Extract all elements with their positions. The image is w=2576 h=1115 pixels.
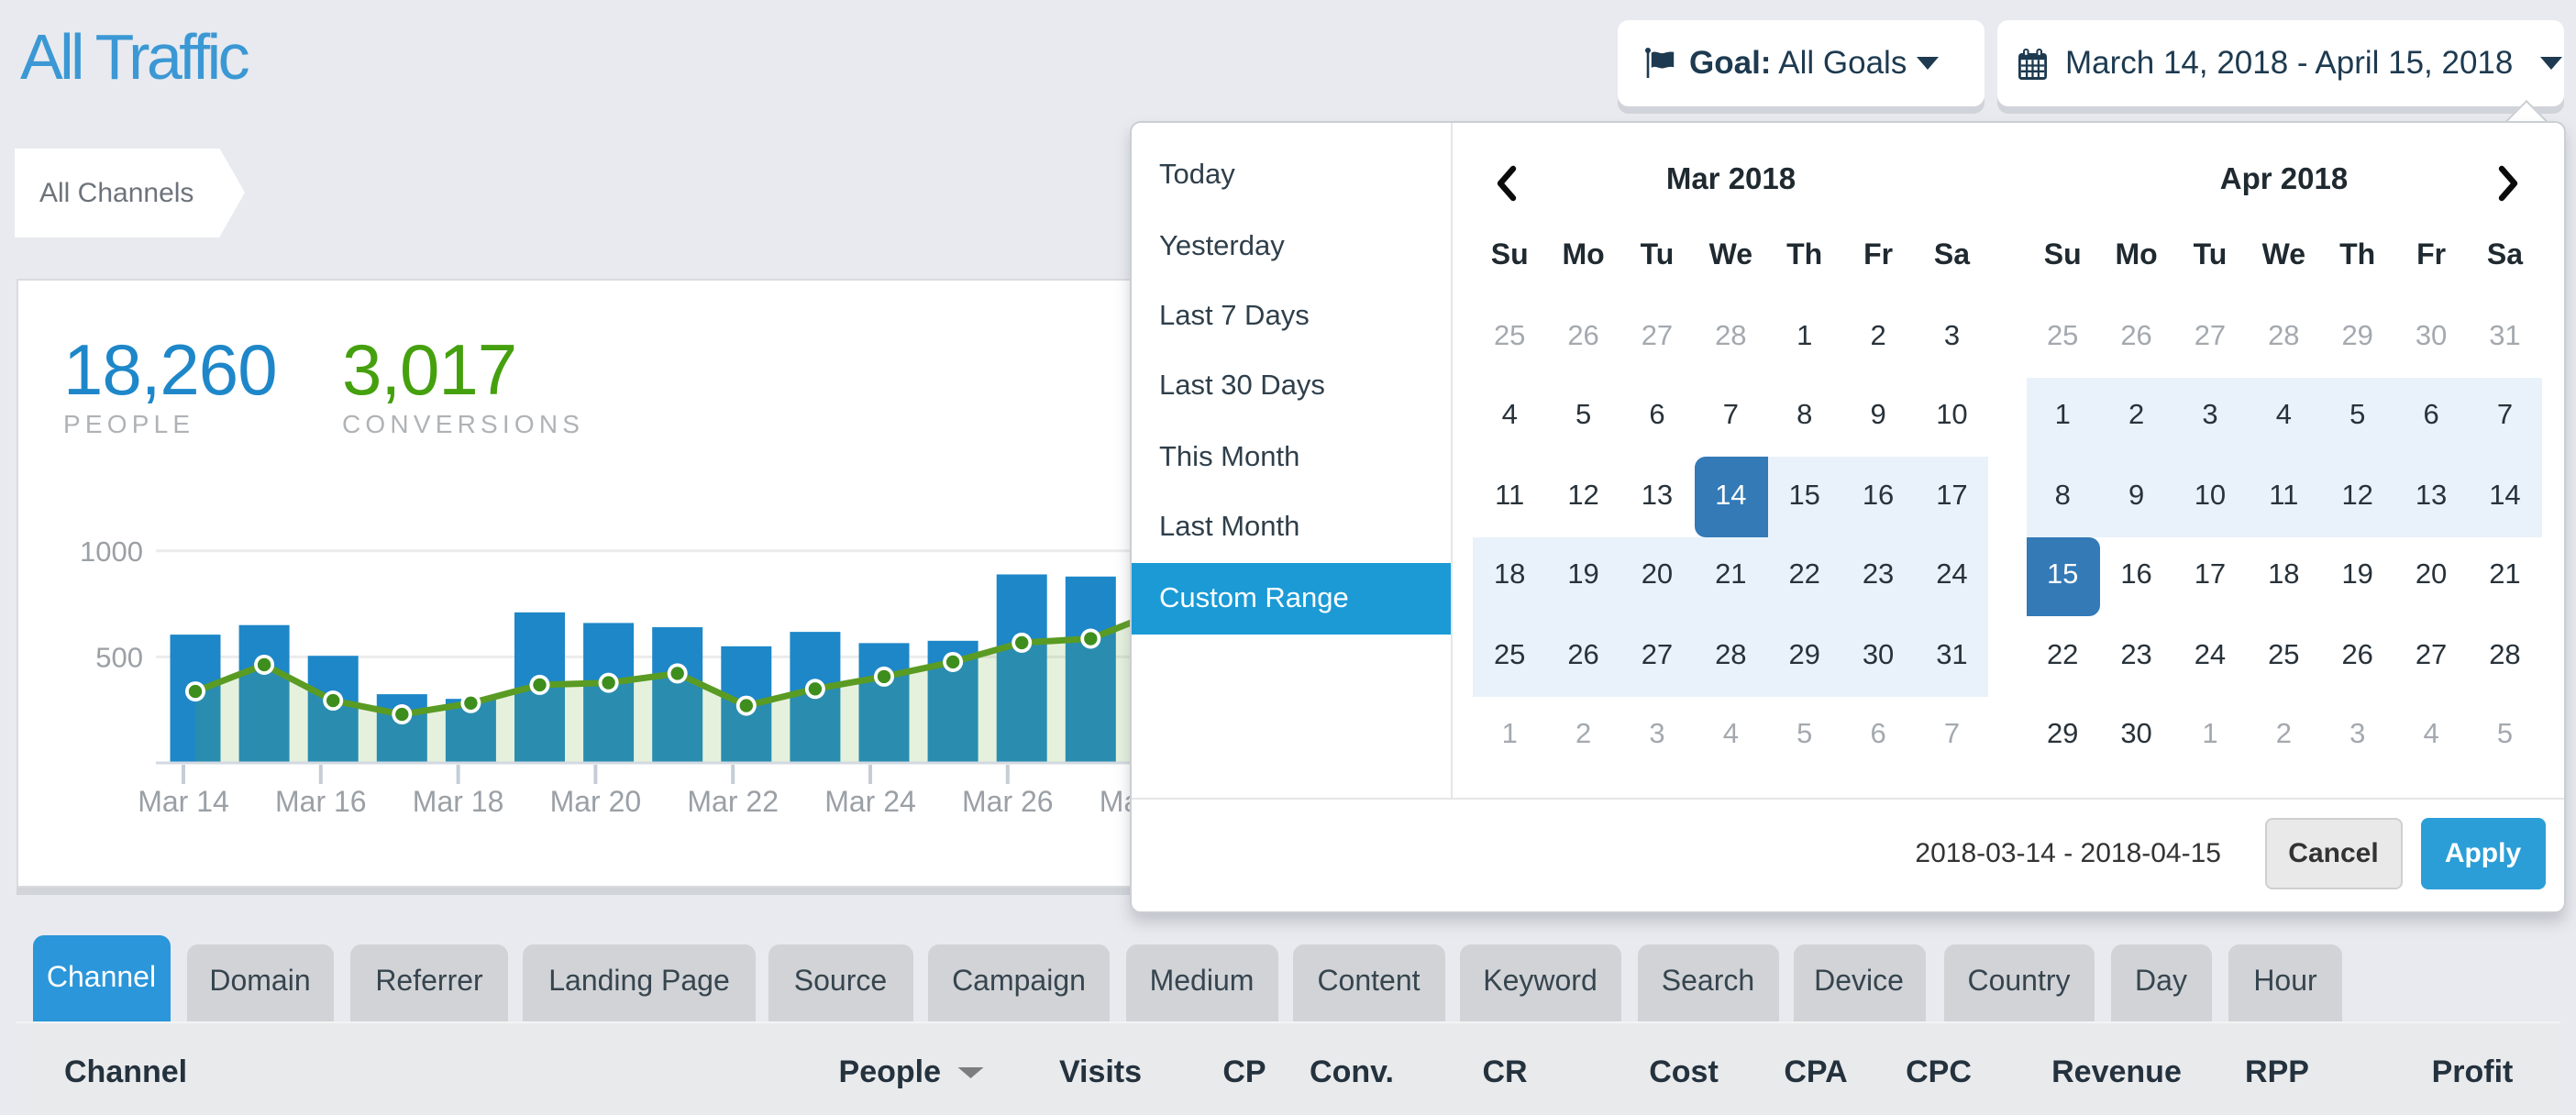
svg-text:Mar 16: Mar 16	[274, 785, 366, 818]
svg-text:1000: 1000	[79, 535, 142, 568]
svg-text:Mar 24: Mar 24	[824, 785, 915, 818]
svg-text:Mar 26: Mar 26	[961, 785, 1053, 818]
svg-text:500: 500	[94, 641, 142, 673]
svg-text:Mar 20: Mar 20	[549, 785, 641, 818]
svg-text:Mar 18: Mar 18	[412, 785, 503, 818]
svg-text:Mar 14: Mar 14	[137, 785, 228, 818]
svg-text:Mar 22: Mar 22	[686, 785, 778, 818]
